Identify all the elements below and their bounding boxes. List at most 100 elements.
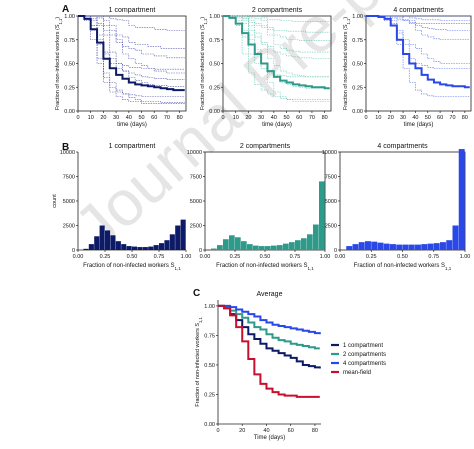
a3-run-line-4 (366, 15, 470, 98)
c-ytick-label: 0.25 (204, 392, 215, 398)
a2-xtick-label: 70 (309, 115, 315, 121)
b3-bar-19 (458, 149, 465, 250)
a3-xtick-label: 40 (412, 115, 418, 121)
b3-title: 4 compartments (377, 143, 428, 150)
b1-bar-16 (164, 240, 170, 250)
a1-xtick-label: 10 (88, 115, 94, 121)
a2-xtick-label: 50 (283, 115, 289, 121)
b3-bar-12 (415, 244, 421, 250)
c-ytick-label: 0.75 (204, 333, 215, 339)
b2-ytick-label: 2500 (190, 224, 202, 230)
b3-bar-6 (377, 242, 384, 250)
b2-bar-3 (223, 239, 229, 250)
a3-run-line-6 (366, 15, 470, 22)
b3-bar-13 (421, 244, 428, 250)
b3-bar-14 (427, 243, 434, 250)
b1-ytick-label: 5000 (63, 199, 75, 205)
a1-xlabel: time (days) (117, 122, 147, 128)
a2-xtick-label: 60 (296, 115, 302, 121)
a2-xtick-label: 10 (233, 115, 239, 121)
b2-xtick-label: 0.75 (290, 254, 301, 260)
a1-run-line-3 (78, 15, 185, 74)
c-ylabel: Fraction of non-infected workers S1,1 (195, 317, 203, 407)
avg-line-2-compartments (218, 304, 320, 350)
a2-run-line-7 (223, 15, 330, 53)
b3-bar-17 (446, 240, 453, 250)
b1-bar-15 (159, 243, 165, 250)
panel-a1: 1 compartment 0 10 20 30 40 50 60 70 80 0.00 0.25 0.… (55, 7, 187, 128)
avg-line-4-compartments (218, 304, 321, 335)
b3-bar-9 (396, 244, 403, 250)
a3-xtick-label: 60 (437, 115, 443, 121)
a1-xtick-label: 50 (138, 115, 144, 121)
b1-ylabel: count (52, 194, 58, 208)
panel-a2: 2 compartments 0 10 20 30 40 50 60 70 80 0.00 0.25 0… (200, 7, 332, 128)
b2-bar-17 (307, 234, 313, 250)
b3-bar-7 (383, 243, 390, 250)
b3-ytick-label: 0 (334, 248, 337, 254)
b1-bar-14 (153, 245, 159, 250)
a1-ytick-label: 0.50 (64, 62, 75, 68)
b2-bar-7 (247, 244, 253, 250)
a1-xtick-label: 80 (177, 115, 183, 121)
a2-run-line-4 (223, 15, 330, 78)
a2-ylabel: Fraction of non-infected workers (S1,1) (200, 17, 208, 110)
b3-ytick-label: 7500 (325, 175, 337, 181)
b1-xtick-label: 0.50 (127, 254, 138, 260)
b3-bar-18 (452, 225, 459, 250)
c-xtick-label: 40 (263, 428, 269, 434)
c-xtick-label: 20 (239, 428, 245, 434)
a3-title: 4 compartments (393, 7, 444, 14)
a3-ylabel: Fraction of non-infected workers (S1,1) (343, 17, 351, 110)
a3-ytick-label: 0.00 (352, 109, 363, 115)
a1-run-line-2 (78, 15, 185, 104)
b3-ytick-label: 5000 (325, 199, 337, 205)
b3-xtick-label: 0.75 (428, 254, 439, 260)
b2-bar-8 (253, 245, 259, 250)
b3-ytick-label: 2500 (325, 224, 337, 230)
b2-bar-16 (301, 238, 307, 250)
a3-run-line-2 (366, 15, 470, 69)
legend-label-1: 2 compartments (343, 352, 386, 358)
b3-bar-15 (433, 243, 440, 250)
b2-bar-15 (295, 240, 301, 250)
a2-title: 2 compartments (252, 7, 303, 14)
b1-ytick-label: 7500 (63, 175, 75, 181)
b1-bar-6 (110, 235, 116, 250)
panel-c: Average 0 20 40 60 80 0.00 0.25 0.50 0.75 1.00 Time… (195, 291, 386, 441)
legend-label-3: mean-field (343, 370, 371, 376)
b2-bar-2 (217, 245, 223, 250)
b2-xtick-label: 0.50 (260, 254, 271, 260)
b3-xlabel: Fraction of non-infected workers S1,1 (354, 263, 452, 271)
b1-bar-2 (88, 244, 94, 250)
b2-bar-1 (211, 248, 217, 250)
b1-bar-9 (126, 246, 132, 250)
b1-xtick-label: 0.75 (154, 254, 165, 260)
b2-ytick-label: 10000 (187, 150, 202, 156)
a2-mean-line (223, 15, 330, 90)
b2-bar-10 (265, 246, 271, 250)
b1-bar-4 (99, 225, 105, 250)
c-title: Average (257, 291, 283, 298)
b3-bar-10 (402, 244, 409, 250)
b2-bar-19 (319, 181, 325, 250)
b1-bar-10 (132, 246, 138, 250)
plots: 1 compartment 0 10 20 30 40 50 60 70 80 0.00 0.25 0.… (52, 7, 472, 441)
b3-frame (339, 151, 466, 251)
a1-run-line-7 (78, 15, 185, 87)
b3-xtick-label: 0.50 (397, 254, 408, 260)
c-xtick-label: 0 (216, 428, 219, 434)
a2-ytick-label: 0.00 (209, 109, 220, 115)
b2-xtick-label: 0.25 (230, 254, 241, 260)
a3-ytick-label: 0.50 (352, 62, 363, 68)
a2-xtick-label: 40 (271, 115, 277, 121)
a2-ytick-label: 0.75 (209, 38, 220, 44)
b3-bar-3 (358, 242, 365, 250)
a2-run-line-5 (223, 15, 330, 60)
b1-bar-5 (105, 230, 111, 250)
a3-xlabel: time (days) (404, 122, 434, 128)
c-xtick-label: 60 (288, 428, 294, 434)
a1-run-line-5 (78, 15, 185, 31)
b2-bar-18 (313, 224, 319, 250)
